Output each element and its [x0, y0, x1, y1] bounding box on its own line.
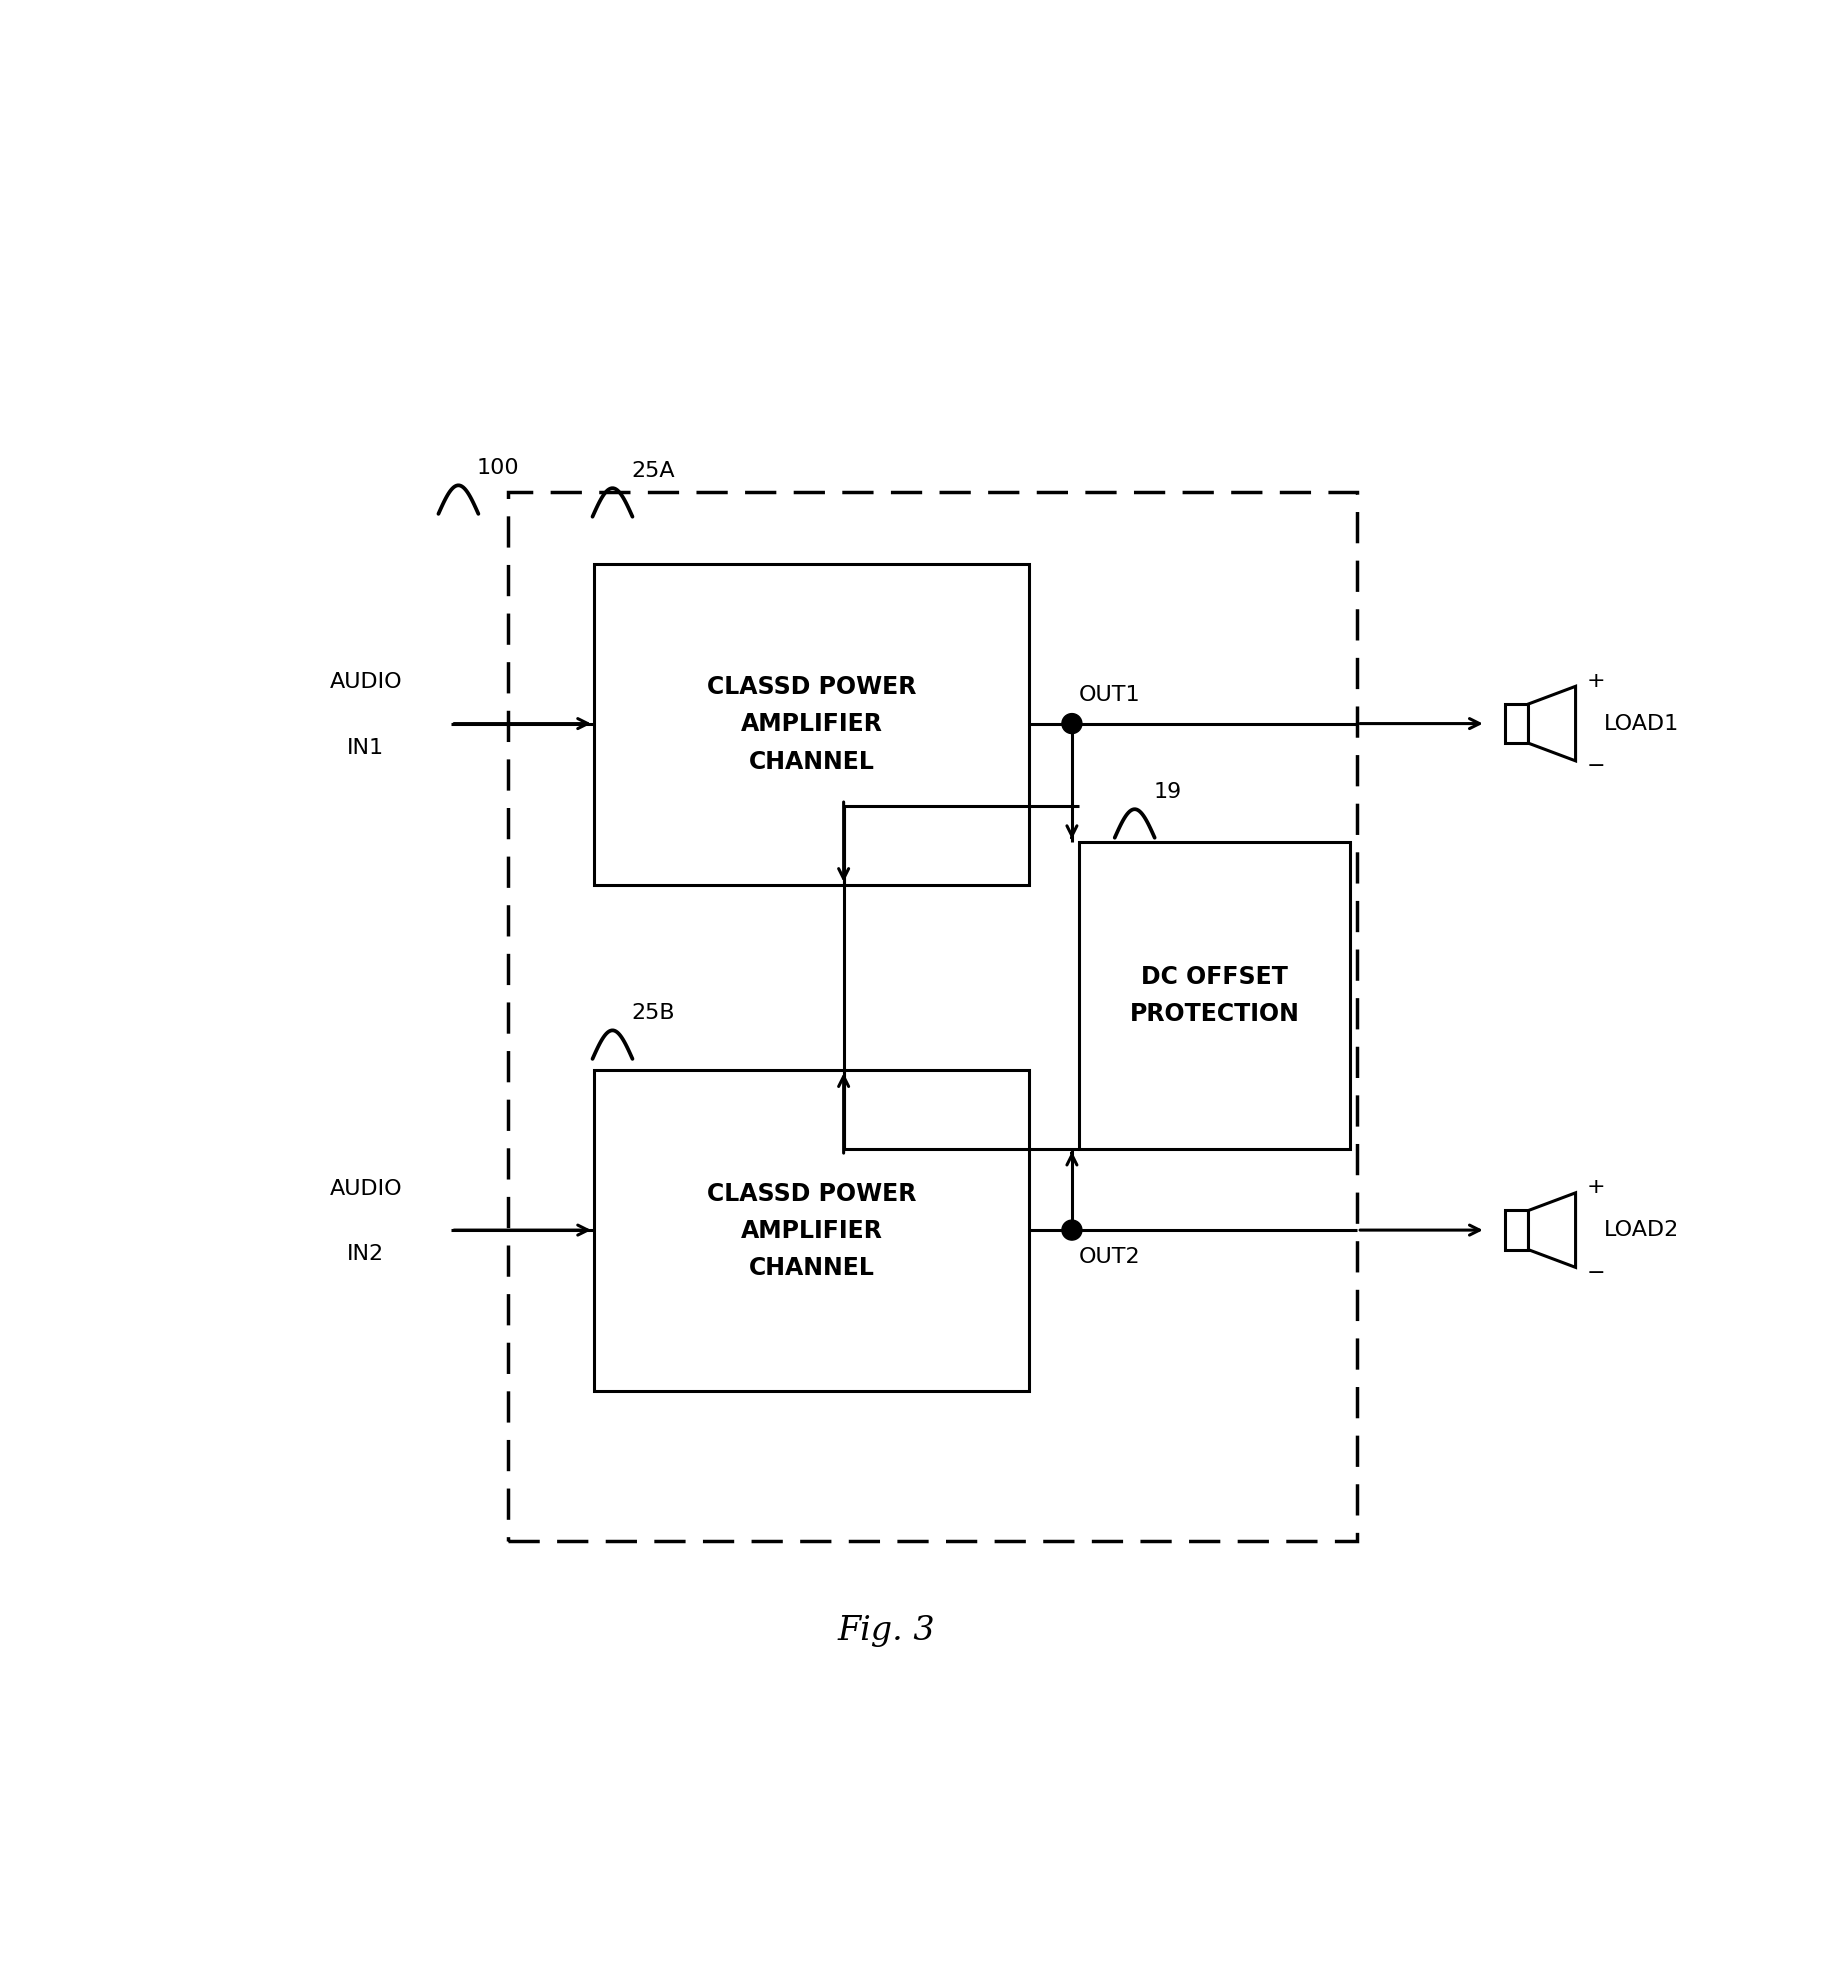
Text: IN1: IN1: [348, 738, 385, 758]
Bar: [1504, 1210, 1528, 1249]
Text: −: −: [1587, 1263, 1605, 1282]
Text: OUT1: OUT1: [1079, 685, 1141, 705]
Polygon shape: [1528, 685, 1576, 760]
Text: OUT2: OUT2: [1079, 1247, 1141, 1267]
Text: LOAD1: LOAD1: [1604, 713, 1679, 735]
Bar: [595, 1070, 1029, 1391]
Text: Fig. 3: Fig. 3: [838, 1614, 935, 1648]
Text: DC OFFSET
PROTECTION: DC OFFSET PROTECTION: [1130, 964, 1300, 1025]
Text: +: +: [1587, 672, 1605, 691]
Text: AUDIO: AUDIO: [330, 1178, 401, 1198]
Bar: [1504, 703, 1528, 742]
Text: CLASSD POWER
AMPLIFIER
CHANNEL: CLASSD POWER AMPLIFIER CHANNEL: [707, 1182, 917, 1281]
Bar: [508, 493, 1357, 1542]
Text: +: +: [1587, 1176, 1605, 1198]
Text: CLASSD POWER
AMPLIFIER
CHANNEL: CLASSD POWER AMPLIFIER CHANNEL: [707, 676, 917, 774]
Text: 19: 19: [1152, 782, 1182, 801]
Text: IN2: IN2: [348, 1245, 385, 1265]
Polygon shape: [1528, 1192, 1576, 1267]
Text: 25B: 25B: [631, 1004, 674, 1023]
Bar: [1079, 843, 1349, 1149]
Bar: [595, 564, 1029, 886]
Text: −: −: [1587, 756, 1605, 776]
Text: 25A: 25A: [631, 462, 674, 481]
Text: AUDIO: AUDIO: [330, 672, 401, 691]
Text: 100: 100: [477, 458, 519, 477]
Circle shape: [1062, 1220, 1083, 1239]
Text: LOAD2: LOAD2: [1604, 1220, 1679, 1239]
Circle shape: [1062, 713, 1083, 735]
